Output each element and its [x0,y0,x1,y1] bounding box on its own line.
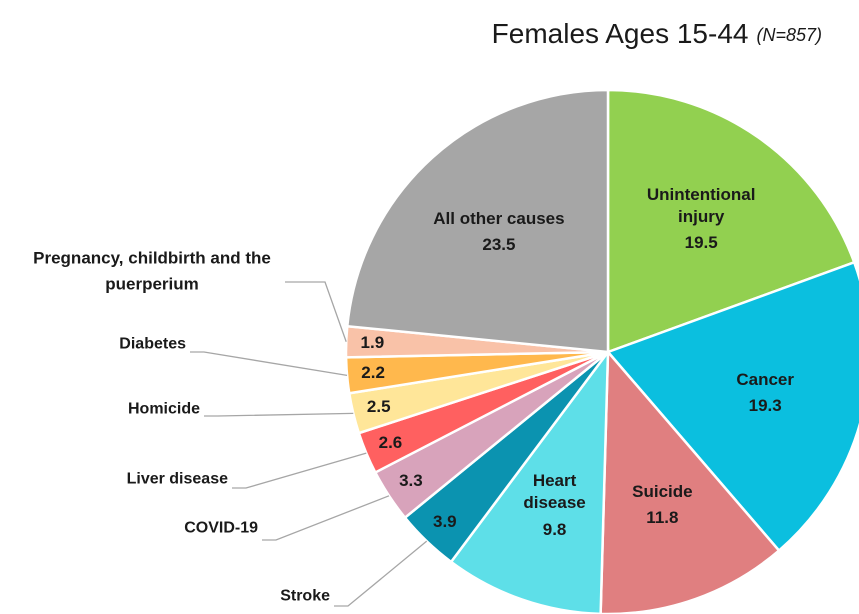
chart-title: Females Ages 15-44 [492,18,749,49]
category-label: Unintentional injury [646,184,756,226]
category-label: Homicide [127,400,200,418]
leader-line [262,495,390,541]
leader-line [232,452,367,489]
category-label: Heart disease [523,471,586,513]
leader-line [204,412,354,417]
leader-line [334,540,428,607]
category-label: All other causes [433,208,565,228]
category-label: Liver disease [126,470,228,488]
slice-label: Cancer 19.3 [695,369,835,417]
category-label: Diabetes [119,335,186,353]
pie-slice [449,348,610,614]
leader-line [190,351,348,376]
slice-label: Unintentional injury 19.5 [631,184,771,254]
category-label: Cancer [736,369,794,389]
pie-slice [605,260,859,553]
pie-slice [606,88,856,354]
value-label: 19.5 [684,232,718,252]
slice-label: All other causes 23.5 [429,208,569,256]
slice-label: Suicide 11.8 [622,481,702,529]
value-label: 2.2 [361,362,385,382]
chart-title-line: Females Ages 15-44 (N=857) [492,18,822,49]
value-label: 3.3 [399,471,423,491]
leader-line [285,281,347,342]
value-label: 19.3 [748,396,782,416]
chart-subtitle: (N=857) [756,25,822,45]
category-label: COVID-19 [184,519,258,537]
pie-slice [345,88,610,354]
category-label: Suicide [632,481,693,501]
value-label: 11.8 [646,508,679,528]
value-label: 2.5 [366,397,391,417]
category-label: Stroke [280,587,330,605]
value-label: 3.9 [432,512,457,532]
value-label: 2.6 [378,432,403,452]
slice-label: Heart disease 9.8 [515,470,595,540]
value-label: 1.9 [360,332,385,352]
value-label: 9.8 [542,519,567,539]
value-label: 23.5 [482,234,516,254]
category-label: Pregnancy, childbirth and the puerperium [33,248,271,294]
